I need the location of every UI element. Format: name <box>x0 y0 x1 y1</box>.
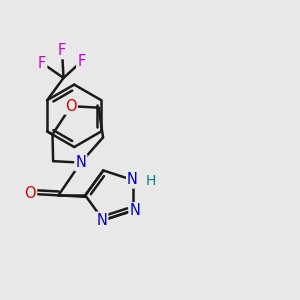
Text: F: F <box>58 43 66 58</box>
Text: O: O <box>24 186 36 201</box>
Text: N: N <box>130 203 140 218</box>
Text: N: N <box>75 155 86 170</box>
Text: O: O <box>65 99 77 114</box>
Text: H: H <box>146 174 156 188</box>
Text: N: N <box>127 172 138 188</box>
Text: N: N <box>96 213 107 228</box>
Text: F: F <box>38 56 46 70</box>
Text: F: F <box>77 54 86 69</box>
